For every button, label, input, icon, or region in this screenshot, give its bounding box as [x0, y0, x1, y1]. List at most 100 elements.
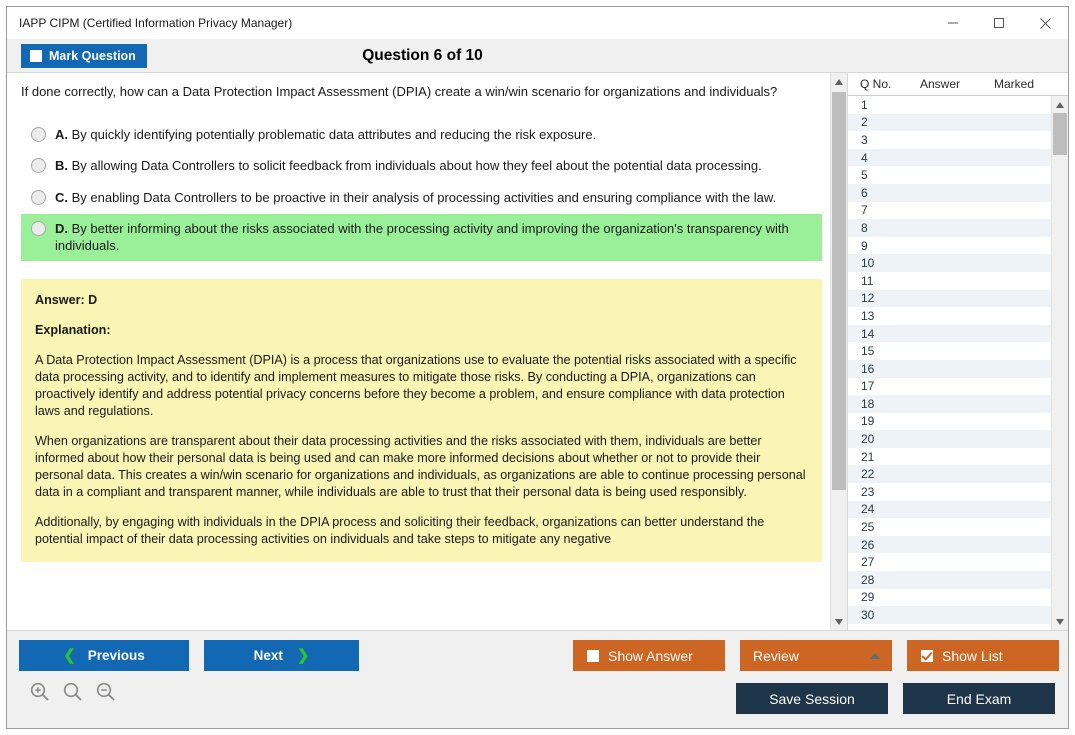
table-row[interactable]: 19: [848, 413, 1051, 431]
zoom-in-icon[interactable]: [29, 681, 50, 707]
question-list-scrollbar[interactable]: [1051, 96, 1068, 630]
table-row[interactable]: 15: [848, 342, 1051, 360]
table-row[interactable]: 10: [848, 254, 1051, 272]
previous-button[interactable]: ❮ Previous: [19, 640, 189, 671]
cell-question-number: 16: [861, 361, 875, 376]
radio-button-icon[interactable]: [31, 158, 46, 174]
answer-option-a[interactable]: A. By quickly identifying potentially pr…: [21, 120, 822, 149]
radio-button-icon[interactable]: [31, 127, 46, 143]
column-header-qno: Q No.: [860, 77, 892, 91]
question-list-header: Q No. Answer Marked: [848, 73, 1068, 96]
list-scroll-thumb[interactable]: [1053, 113, 1067, 155]
mark-question-button[interactable]: Mark Question: [21, 43, 147, 68]
content-scroll-track[interactable]: [831, 90, 847, 613]
zoom-reset-icon[interactable]: [62, 681, 83, 707]
table-row[interactable]: 25: [848, 518, 1051, 536]
table-row[interactable]: 30: [848, 606, 1051, 624]
answer-option-d[interactable]: D. By better informing about the risks a…: [21, 214, 822, 261]
maximize-icon[interactable]: [976, 8, 1022, 39]
question-list-panel: Q No. Answer Marked 1 2 3 4 5 6 7 8 9 10 11 12 13 14 1…: [848, 73, 1068, 630]
save-session-label: Save Session: [769, 690, 855, 707]
cell-question-number: 19: [861, 414, 875, 429]
table-row[interactable]: 18: [848, 395, 1051, 413]
cell-question-number: 13: [861, 308, 875, 323]
column-header-marked: Marked: [994, 77, 1035, 91]
cell-question-number: 8: [861, 220, 868, 235]
cell-question-number: 25: [861, 520, 875, 535]
table-row[interactable]: 26: [848, 535, 1051, 554]
table-row[interactable]: 1: [848, 96, 1051, 114]
cell-question-number: 23: [861, 484, 875, 499]
zoom-out-icon[interactable]: [95, 681, 116, 707]
cell-question-number: 17: [861, 379, 875, 394]
table-row[interactable]: 12: [848, 289, 1051, 308]
show-answer-button[interactable]: Show Answer: [573, 640, 725, 671]
content-scroll-thumb[interactable]: [832, 92, 846, 490]
save-session-button[interactable]: Save Session: [736, 683, 888, 714]
table-row[interactable]: 3: [848, 131, 1051, 149]
cell-question-number: 29: [861, 590, 875, 605]
table-row[interactable]: 28: [848, 571, 1051, 589]
list-scroll-track[interactable]: [1052, 113, 1068, 613]
cell-question-number: 6: [861, 185, 868, 200]
table-row[interactable]: 23: [848, 483, 1051, 501]
table-row[interactable]: 2: [848, 113, 1051, 132]
answer-option-text: B. By allowing Data Controllers to solic…: [55, 158, 762, 174]
table-row[interactable]: 4: [848, 148, 1051, 167]
page-title: Question 6 of 10: [362, 46, 483, 64]
question-text: If done correctly, how can a Data Protec…: [21, 84, 778, 99]
table-row[interactable]: 24: [848, 500, 1051, 519]
window-title: IAPP CIPM (Certified Information Privacy…: [19, 16, 293, 30]
end-exam-button[interactable]: End Exam: [903, 683, 1055, 714]
explanation-panel: Answer: D Explanation: A Data Protection…: [21, 278, 822, 562]
table-row[interactable]: 21: [848, 448, 1051, 466]
column-header-answer: Answer: [920, 77, 961, 91]
table-row[interactable]: 5: [848, 166, 1051, 184]
cell-question-number: 9: [861, 238, 868, 253]
review-dropdown[interactable]: Review: [740, 640, 892, 671]
table-row[interactable]: 22: [848, 465, 1051, 484]
chevron-right-icon: ❯: [296, 647, 310, 664]
answer-option-letter: D.: [55, 221, 68, 236]
table-row[interactable]: 8: [848, 219, 1051, 237]
explanation-paragraph: Additionally, by engaging with individua…: [35, 514, 765, 546]
next-button[interactable]: Next ❯: [204, 640, 359, 671]
cell-question-number: 7: [861, 203, 868, 218]
show-list-button[interactable]: Show List: [907, 640, 1059, 671]
cell-question-number: 5: [861, 168, 868, 183]
table-row[interactable]: 27: [848, 553, 1051, 571]
cell-question-number: 27: [861, 555, 875, 570]
table-row[interactable]: 14: [848, 324, 1051, 343]
next-label: Next: [253, 648, 283, 663]
list-scroll-up-icon[interactable]: [1052, 96, 1068, 113]
answer-option-c[interactable]: C. By enabling Data Controllers to be pr…: [21, 183, 822, 212]
radio-button-icon[interactable]: [31, 221, 46, 236]
scroll-up-icon[interactable]: [831, 73, 847, 90]
table-row[interactable]: 29: [848, 589, 1051, 607]
content-area: If done correctly, how can a Data Protec…: [7, 73, 848, 630]
table-row[interactable]: 13: [848, 307, 1051, 325]
review-label: Review: [753, 647, 799, 664]
scroll-down-icon[interactable]: [831, 613, 847, 630]
table-row[interactable]: 6: [848, 183, 1051, 202]
list-scroll-down-icon[interactable]: [1052, 613, 1068, 630]
table-row[interactable]: 9: [848, 237, 1051, 255]
table-row[interactable]: 11: [848, 272, 1051, 290]
table-row[interactable]: 20: [848, 430, 1051, 448]
cell-question-number: 3: [861, 132, 868, 147]
close-icon[interactable]: [1022, 8, 1068, 39]
table-row[interactable]: 17: [848, 378, 1051, 396]
cell-question-number: 26: [861, 537, 875, 552]
table-row[interactable]: 16: [848, 359, 1051, 378]
cell-question-number: 1: [861, 97, 868, 112]
radio-button-icon[interactable]: [31, 189, 46, 205]
cell-question-number: 21: [861, 449, 875, 464]
cell-question-number: 28: [861, 572, 875, 587]
show-answer-checkbox-icon: [587, 649, 599, 662]
chevron-left-icon: ❮: [63, 647, 76, 664]
table-row[interactable]: 7: [848, 202, 1051, 220]
answer-option-b[interactable]: B. By allowing Data Controllers to solic…: [21, 151, 822, 180]
cell-question-number: 30: [861, 608, 875, 623]
minimize-icon[interactable]: [930, 8, 976, 39]
content-scrollbar[interactable]: [830, 73, 847, 630]
